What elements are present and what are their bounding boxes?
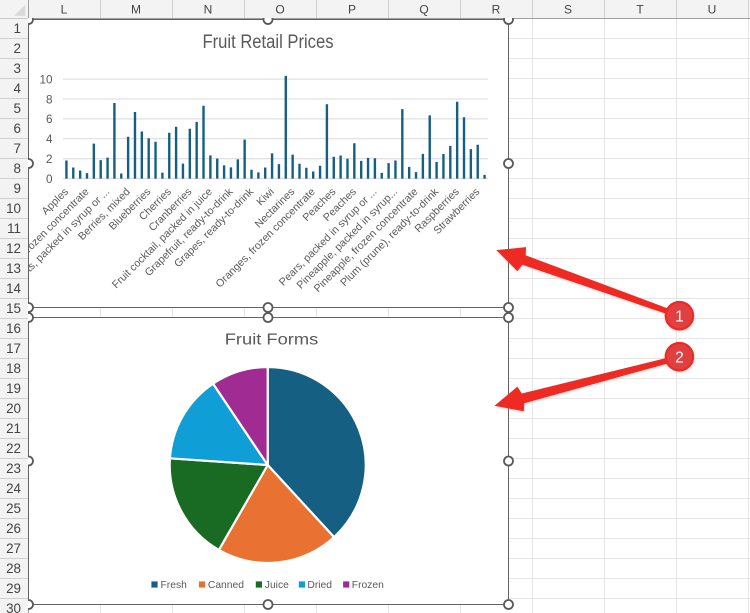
- svg-text:29: 29: [6, 581, 21, 596]
- svg-text:Frozen: Frozen: [352, 580, 384, 591]
- svg-text:L: L: [61, 3, 68, 17]
- svg-text:6: 6: [14, 121, 21, 136]
- svg-text:T: T: [636, 3, 644, 17]
- svg-text:6: 6: [46, 113, 53, 126]
- svg-text:O: O: [275, 3, 284, 17]
- svg-text:2: 2: [14, 41, 21, 56]
- svg-text:0: 0: [46, 173, 53, 186]
- svg-text:27: 27: [6, 541, 21, 556]
- svg-text:Q: Q: [419, 3, 428, 17]
- svg-text:4: 4: [46, 133, 53, 146]
- svg-text:Juice: Juice: [265, 580, 289, 591]
- svg-text:30: 30: [6, 601, 21, 613]
- svg-text:Fruit Retail Prices: Fruit Retail Prices: [203, 32, 334, 53]
- svg-text:24: 24: [6, 481, 21, 496]
- svg-text:16: 16: [6, 321, 21, 336]
- svg-text:R: R: [492, 3, 501, 17]
- svg-text:21: 21: [6, 421, 21, 436]
- svg-text:28: 28: [6, 561, 21, 576]
- svg-text:Fresh: Fresh: [161, 580, 188, 591]
- svg-text:13: 13: [6, 261, 21, 276]
- svg-text:N: N: [204, 3, 213, 17]
- svg-text:26: 26: [6, 521, 21, 536]
- svg-text:8: 8: [14, 161, 21, 176]
- svg-text:17: 17: [6, 341, 21, 356]
- svg-text:12: 12: [6, 241, 21, 256]
- svg-text:15: 15: [6, 301, 21, 316]
- svg-text:14: 14: [6, 281, 21, 296]
- svg-text:5: 5: [14, 101, 21, 116]
- svg-text:25: 25: [6, 501, 21, 516]
- svg-text:M: M: [131, 3, 141, 17]
- svg-text:18: 18: [6, 361, 21, 376]
- svg-text:9: 9: [14, 181, 21, 196]
- svg-text:10: 10: [6, 201, 21, 216]
- svg-text:Fruit Forms: Fruit Forms: [225, 332, 319, 349]
- svg-text:7: 7: [14, 141, 21, 156]
- svg-text:1: 1: [14, 21, 21, 36]
- svg-text:20: 20: [6, 401, 21, 416]
- svg-text:S: S: [564, 3, 572, 17]
- svg-text:10: 10: [39, 73, 53, 86]
- svg-text:22: 22: [6, 441, 21, 456]
- svg-text:P: P: [348, 3, 356, 17]
- svg-text:Canned: Canned: [208, 580, 244, 591]
- svg-text:19: 19: [6, 381, 21, 396]
- svg-text:Dried: Dried: [307, 580, 332, 591]
- svg-text:2: 2: [675, 349, 684, 366]
- svg-text:U: U: [708, 3, 717, 17]
- svg-text:8: 8: [46, 93, 53, 106]
- svg-text:2: 2: [46, 153, 53, 166]
- svg-text:11: 11: [7, 221, 21, 236]
- svg-text:3: 3: [14, 61, 21, 76]
- svg-text:4: 4: [14, 81, 22, 96]
- svg-text:23: 23: [6, 461, 21, 476]
- svg-text:1: 1: [675, 308, 684, 325]
